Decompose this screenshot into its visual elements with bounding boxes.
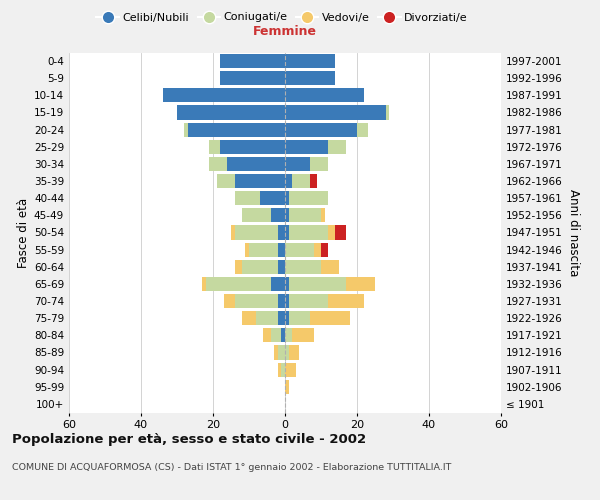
Bar (278, 311, 285, 325)
Bar (242, 260, 278, 274)
Bar (285, 277, 289, 291)
Bar (278, 242, 285, 256)
Bar (235, 174, 285, 188)
Bar (346, 277, 375, 291)
Bar (235, 191, 260, 205)
Bar (285, 140, 328, 154)
Bar (285, 71, 335, 85)
Text: COMUNE DI ACQUAFORMOSA (CS) - Dati ISTAT 1° gennaio 2002 - Elaborazione TUTTITAL: COMUNE DI ACQUAFORMOSA (CS) - Dati ISTAT… (12, 462, 451, 471)
Bar (263, 328, 271, 342)
Bar (289, 208, 321, 222)
Bar (227, 157, 285, 171)
Bar (321, 260, 339, 274)
Bar (271, 208, 285, 222)
Bar (285, 328, 292, 342)
Bar (278, 346, 285, 360)
Bar (285, 157, 310, 171)
Bar (278, 362, 281, 376)
Bar (285, 122, 357, 136)
Text: Popolazione per età, sesso e stato civile - 2002: Popolazione per età, sesso e stato civil… (12, 432, 366, 446)
Bar (285, 208, 289, 222)
Bar (220, 71, 285, 85)
Bar (285, 260, 321, 274)
Bar (335, 226, 346, 239)
Bar (274, 346, 278, 360)
Bar (310, 157, 328, 171)
Bar (220, 140, 285, 154)
Bar (292, 174, 310, 188)
Bar (184, 122, 188, 136)
Bar (209, 157, 227, 171)
Bar (242, 208, 271, 222)
Bar (328, 226, 335, 239)
Bar (285, 88, 364, 102)
Bar (289, 346, 299, 360)
Bar (285, 294, 289, 308)
Bar (314, 242, 321, 256)
Bar (220, 54, 285, 68)
Bar (242, 311, 256, 325)
Bar (217, 174, 235, 188)
Bar (271, 328, 281, 342)
Bar (281, 362, 285, 376)
Bar (202, 277, 206, 291)
Y-axis label: Anni di nascita: Anni di nascita (567, 189, 580, 276)
Y-axis label: Fasce di età: Fasce di età (17, 198, 30, 268)
Bar (281, 328, 285, 342)
Bar (285, 346, 289, 360)
Bar (285, 54, 335, 68)
Bar (285, 311, 289, 325)
Bar (285, 106, 386, 120)
Bar (256, 311, 278, 325)
Text: Femmine: Femmine (253, 25, 317, 38)
Bar (289, 191, 328, 205)
Bar (235, 294, 278, 308)
Bar (289, 277, 346, 291)
Bar (260, 191, 285, 205)
Bar (285, 362, 296, 376)
Bar (328, 294, 364, 308)
Bar (292, 328, 314, 342)
Bar (285, 380, 289, 394)
Bar (224, 294, 235, 308)
Legend: Celibi/Nubili, Coniugati/e, Vedovi/e, Divorziati/e: Celibi/Nubili, Coniugati/e, Vedovi/e, Di… (92, 8, 472, 27)
Bar (386, 106, 389, 120)
Bar (285, 242, 314, 256)
Bar (163, 88, 285, 102)
Bar (310, 311, 350, 325)
Bar (235, 260, 242, 274)
Bar (289, 311, 310, 325)
Bar (357, 122, 368, 136)
Bar (285, 226, 289, 239)
Bar (278, 226, 285, 239)
Bar (321, 208, 325, 222)
Bar (271, 277, 285, 291)
Bar (310, 174, 317, 188)
Bar (209, 140, 220, 154)
Bar (289, 294, 328, 308)
Bar (235, 226, 278, 239)
Bar (188, 122, 285, 136)
Bar (231, 226, 235, 239)
Bar (177, 106, 285, 120)
Bar (285, 191, 289, 205)
Bar (278, 294, 285, 308)
Bar (285, 174, 292, 188)
Bar (206, 277, 271, 291)
Bar (328, 140, 346, 154)
Bar (278, 260, 285, 274)
Bar (245, 242, 249, 256)
Bar (289, 226, 328, 239)
Bar (249, 242, 278, 256)
Bar (321, 242, 328, 256)
